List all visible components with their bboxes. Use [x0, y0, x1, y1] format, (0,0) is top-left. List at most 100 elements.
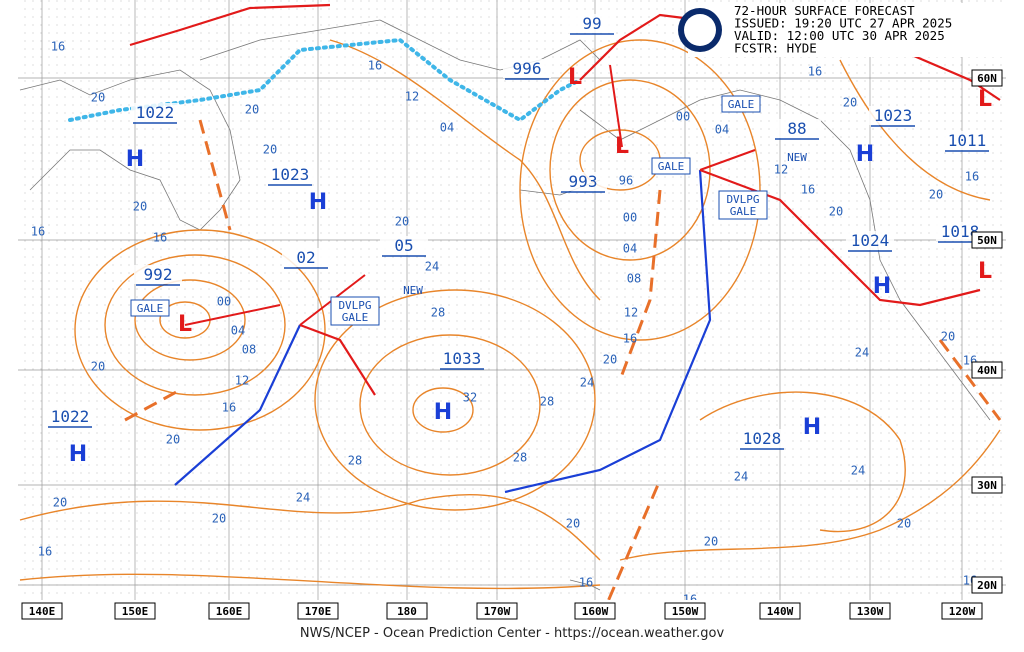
lon-box — [114, 602, 156, 620]
isobar-label: 16 — [222, 401, 236, 415]
isobar-label: 16 — [579, 576, 593, 590]
footer: NWS/NCEP - Ocean Prediction Center - htt… — [300, 626, 725, 641]
pressure-center: L — [615, 134, 629, 159]
isobar-label: 08 — [627, 272, 641, 286]
axis-labels: 140E 150E 160E 170E 180 170W 160W 150W 140W 130W 1… — [21, 69, 1003, 620]
lon-box — [574, 602, 616, 620]
isobar-label: 28 — [540, 395, 554, 409]
lat-box — [971, 231, 1003, 249]
lat-box — [971, 361, 1003, 379]
lat-label: 20N — [977, 579, 997, 592]
pressure-center: H — [69, 442, 87, 467]
label-bg — [869, 106, 917, 125]
label-bg — [134, 265, 182, 284]
lon-label: 150W — [672, 605, 699, 618]
isobar-label: 28 — [431, 306, 445, 320]
lat-box — [971, 476, 1003, 494]
pressure-label: 1033 — [443, 349, 482, 368]
warning-box — [651, 157, 691, 175]
label-bg — [438, 349, 486, 368]
isobar-label: 24 — [425, 260, 439, 274]
isobar-label: 20 — [91, 91, 105, 105]
label-bg — [503, 59, 551, 78]
lat-label: 50N — [977, 234, 997, 247]
header-line: 72-HOUR SURFACE FORECAST — [734, 3, 915, 18]
isobar-label: 16 — [623, 332, 637, 346]
isobar-label: 12 — [405, 90, 419, 104]
lon-box — [941, 602, 983, 620]
isobar-label: 16 — [808, 65, 822, 79]
isobar-label: 96 — [619, 174, 633, 188]
lat-label: 40N — [977, 364, 997, 377]
pressure-label: 88 — [787, 119, 806, 138]
lon-box — [386, 602, 428, 620]
isobar-label: 24 — [580, 376, 594, 390]
isobar-label: 16 — [801, 183, 815, 197]
pressure-center: H — [803, 415, 821, 440]
isobar-label: 20 — [395, 215, 409, 229]
isobar-label: 20 — [929, 188, 943, 202]
pressure-label: 992 — [144, 265, 173, 284]
isobar-label: 00 — [676, 110, 690, 124]
pressure-label: 1023 — [271, 165, 310, 184]
header-box — [678, 3, 1006, 57]
label-bg — [773, 119, 821, 138]
lon-label: 160W — [582, 605, 609, 618]
lon-box — [664, 602, 706, 620]
pressure-label: 1028 — [743, 429, 782, 448]
isobar-label: 20 — [829, 205, 843, 219]
isobars — [19, 39, 1002, 621]
lon-box — [849, 602, 891, 620]
warning-label: DVLPG GALE — [338, 299, 371, 324]
isobar-label: 20 — [566, 517, 580, 531]
pressure-label: 1022 — [51, 407, 90, 426]
lon-label: 140W — [767, 605, 794, 618]
isobar-label: 24 — [855, 346, 869, 360]
labels: 1022 1023 1022 1033 1028 1023 1011 1024 1018 992 9… — [31, 14, 992, 607]
lon-box — [21, 602, 63, 620]
isobar-label: 24 — [296, 491, 310, 505]
isobar-label: 24 — [734, 470, 748, 484]
isobar-label: 04 — [623, 242, 637, 256]
isobar-label: 04 — [440, 121, 454, 135]
pressure-label: 1022 — [136, 103, 175, 122]
isobar-label: 16 — [965, 170, 979, 184]
isobar-label: 28 — [348, 454, 362, 468]
pressure-center: H — [126, 147, 144, 172]
label-bg — [131, 103, 179, 122]
lon-label: 160E — [216, 605, 243, 618]
isobar-label: 20 — [133, 200, 147, 214]
lon-label: 120W — [949, 605, 976, 618]
label-bg — [46, 407, 94, 426]
new-label: NEW — [403, 284, 423, 297]
isobar-label: 20 — [941, 330, 955, 344]
isobar-label: 00 — [623, 211, 637, 225]
pressure-center: L — [178, 312, 192, 337]
isobar-label: 20 — [53, 496, 67, 510]
isobar-label: 28 — [513, 451, 527, 465]
pressure-label: 1018 — [941, 222, 980, 241]
label-bg — [568, 14, 616, 33]
isobar-label: 20 — [603, 353, 617, 367]
pressure-label: 02 — [296, 248, 315, 267]
header-line: FCSTR: HYDE — [734, 41, 817, 56]
lat-box — [971, 576, 1003, 594]
isobar-label: 12 — [235, 374, 249, 388]
label-bg — [266, 165, 314, 184]
isobar-label: 16 — [368, 59, 382, 73]
isobar-label: 16 — [153, 231, 167, 245]
lon-box — [297, 602, 339, 620]
lat-label: 60N — [977, 72, 997, 85]
pressure-center: H — [856, 142, 874, 167]
pressure-center: H — [309, 190, 327, 215]
lon-box — [476, 602, 518, 620]
pressure-center: L — [978, 259, 992, 284]
warning-label: GALE — [728, 98, 755, 111]
isobar-label: 16 — [51, 40, 65, 54]
isobar-label: 16 — [38, 545, 52, 559]
pressure-center: H — [873, 274, 891, 299]
warning-box — [330, 296, 380, 326]
isobar-label: 04 — [231, 324, 245, 338]
